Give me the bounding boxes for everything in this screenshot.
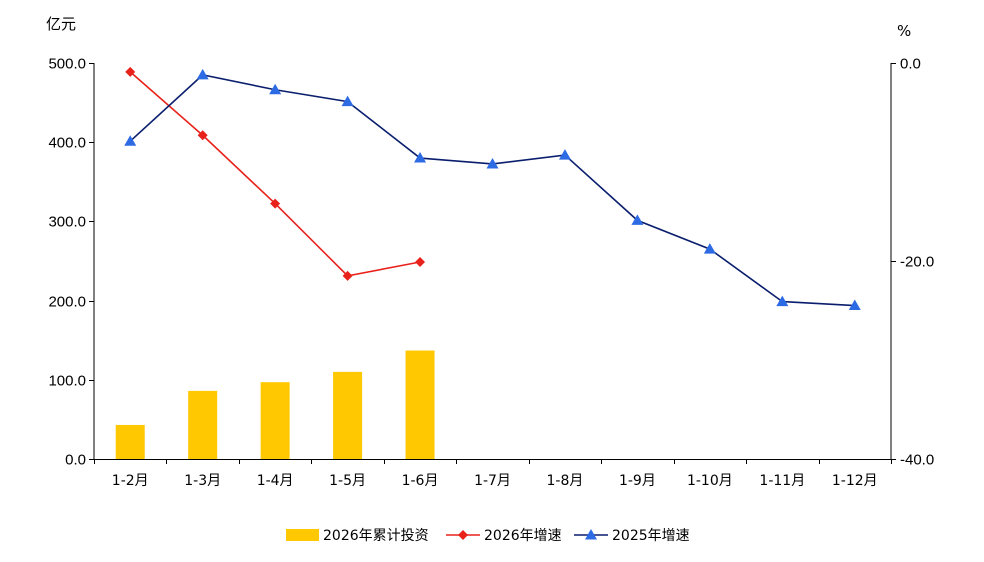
left-axis-tick-label: 200.0 [48,294,86,311]
line-series [124,66,861,311]
point [558,149,571,160]
bar [333,371,363,459]
point [270,198,281,209]
point [124,135,137,146]
x-axis-tick-label: 1-6月 [402,473,439,489]
x-axis-tick-label: 1-4月 [257,473,294,489]
x-axis-tick-label: 1-5月 [329,473,366,489]
left-axis-tick-label: 0.0 [65,452,86,469]
x-axis: 1-2月 1-3月 1-4月 1-5月 1-6月 1-7月 1-8月 1-9月 1-10月 1-1… [94,459,892,489]
left-axis: 0.0 100.0 200.0 300.0 400.0 500.0 [48,56,95,469]
x-axis-tick-label: 1-9月 [619,473,656,489]
point [848,299,861,311]
point [631,214,644,225]
point [197,130,208,141]
point [703,243,716,254]
x-axis-tick-label: 1-7月 [474,473,511,489]
bar-series [115,350,435,459]
bar [188,390,218,459]
x-axis-tick-label: 1-2月 [112,473,149,489]
point [341,95,354,107]
right-axis: 0.0 -20.0 -40.0 [890,56,934,469]
x-axis-tick-label: 1-8月 [547,473,584,489]
x-axis-tick-label: 1-12月 [832,473,878,489]
series-line [129,74,855,307]
point [125,66,136,77]
right-axis-unit: % [897,22,911,40]
point [196,68,209,80]
legend-label: 2026年增速 [484,528,562,544]
left-axis-tick-label: 500.0 [48,56,86,73]
right-axis-tick-label: -40.0 [900,452,934,469]
left-axis-unit: 亿元 [46,15,76,33]
point [458,530,468,540]
x-axis-tick-label: 1-11月 [759,473,805,489]
right-axis-tick-label: 0.0 [900,56,921,73]
x-axis-tick-label: 1-3月 [184,473,221,489]
legend-label: 2025年增速 [612,528,690,544]
point [776,295,789,307]
bar [405,350,435,459]
left-axis-tick-label: 400.0 [48,135,86,152]
legend: 2026年累计投资 2026年增速 2025年增速 [286,528,690,544]
legend-label: 2026年累计投资 [323,528,429,544]
point [585,529,597,540]
point [486,157,499,169]
point [414,152,427,163]
left-axis-tick-label: 100.0 [48,373,86,390]
point [269,83,282,95]
x-axis-tick-label: 1-10月 [687,473,733,489]
bar [115,424,145,459]
right-axis-tick-label: -20.0 [900,254,934,271]
left-axis-tick-label: 300.0 [48,214,86,231]
legend-swatch-bar [286,529,319,541]
point [415,256,426,267]
bar [260,382,290,459]
point [342,270,353,281]
series-line [129,71,421,277]
